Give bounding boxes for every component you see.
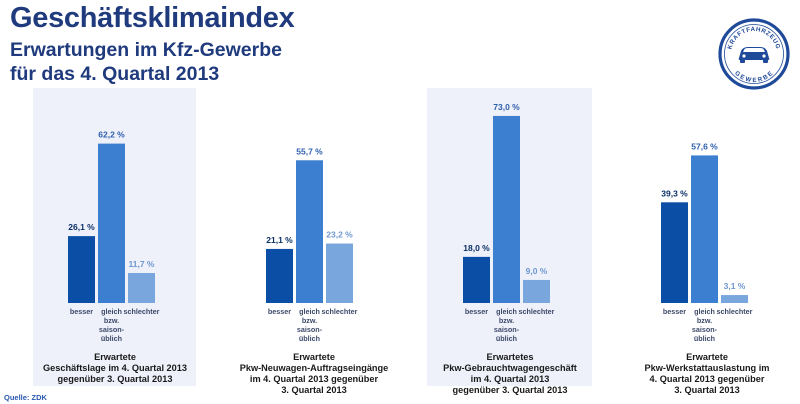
data-label: 23,2 % <box>326 230 353 240</box>
category-label: bzw. <box>499 316 514 325</box>
chart-subtitle-line1: Erwartungen im Kfz-Gewerbe <box>10 39 282 61</box>
data-label: 11,7 % <box>129 259 155 269</box>
category-label: bzw. <box>697 316 712 325</box>
caption-line: im 4. Quartal 2013 <box>470 374 550 384</box>
bar-1-gleich <box>98 143 125 303</box>
caption-line: Pkw-Neuwagen-Auftragseingänge <box>239 363 389 373</box>
group-caption-2: Erwartete Pkw-Neuwagen-Auftragseingänge … <box>219 352 409 396</box>
bar-2-gleich <box>296 160 323 303</box>
bar-1-schlechter <box>128 273 155 303</box>
data-label: 3,1 % <box>724 281 746 291</box>
data-label: 57,6 % <box>691 141 718 151</box>
data-label: 21,1 % <box>266 235 293 245</box>
kfz-gewerbe-logo: KRAFTFAHRZEUG GEWERBE <box>718 18 790 90</box>
bar-4-schlechter <box>721 295 748 303</box>
category-label: gleich <box>694 307 715 316</box>
group-caption-1: Erwartete Geschäftslage im 4. Quartal 20… <box>20 352 210 385</box>
caption-line: Pkw-Gebrauchtwagengeschäft <box>443 363 577 373</box>
data-label: 62,2 % <box>98 130 125 140</box>
category-label: gleich <box>496 307 517 316</box>
data-label: 26,1 % <box>68 222 95 232</box>
caption-line: gegenüber 3. Quartal 2013 <box>452 385 568 395</box>
bar-3-gleich <box>493 115 520 303</box>
data-label: 18,0 % <box>463 243 490 253</box>
category-label: saison- <box>494 325 520 334</box>
category-label: üblich <box>496 334 517 343</box>
category-label: besser <box>465 307 488 316</box>
category-label: gleich <box>299 307 320 316</box>
data-label: 73,0 % <box>493 102 520 112</box>
caption-line: Erwartete <box>293 352 335 362</box>
category-label: üblich <box>694 334 715 343</box>
chart-subtitle-line2: für das 4. Quartal 2013 <box>10 63 220 85</box>
category-label: saison- <box>99 325 125 334</box>
chart-title: Geschäftsklimaindex <box>10 2 295 34</box>
caption-line: gegenüber 3. Quartal 2013 <box>57 374 173 384</box>
category-label: gleich <box>101 307 122 316</box>
caption-line: Geschäftslage im 4. Quartal 2013 <box>42 363 187 373</box>
caption-line: Erwartetes <box>486 352 534 362</box>
bar-3-besser <box>463 256 490 303</box>
category-label: besser <box>663 307 686 316</box>
category-label: schlechter <box>717 307 753 316</box>
source-note: Quelle: ZDK <box>4 393 47 402</box>
caption-line: Erwartete <box>94 352 136 362</box>
category-label: schlechter <box>124 307 160 316</box>
group-caption-3: Erwartetes Pkw-Gebrauchtwagengeschäft im… <box>415 352 605 396</box>
category-label: besser <box>70 307 93 316</box>
data-label: 39,3 % <box>661 188 688 198</box>
category-label: saison- <box>297 325 323 334</box>
category-label: üblich <box>299 334 320 343</box>
category-label: besser <box>268 307 291 316</box>
data-label: 9,0 % <box>526 266 548 276</box>
category-label: bzw. <box>302 316 317 325</box>
caption-line: 3. Quartal 2013 <box>281 385 347 395</box>
caption-line: 3. Quartal 2013 <box>674 385 740 395</box>
category-label: schlechter <box>322 307 358 316</box>
caption-line: Erwartete <box>686 352 728 362</box>
car-icon <box>738 47 770 63</box>
caption-line: 4. Quartal 2013 gegenüber <box>649 374 765 384</box>
caption-line: im 4. Quartal 2013 gegenüber <box>249 374 379 384</box>
bar-4-besser <box>661 202 688 303</box>
category-label: saison- <box>692 325 718 334</box>
category-label: schlechter <box>519 307 555 316</box>
bar-1-besser <box>68 236 95 303</box>
bar-3-schlechter <box>523 279 550 303</box>
bar-4-gleich <box>691 155 718 303</box>
caption-line: Pkw-Werkstattauslastung im <box>644 363 770 373</box>
group-caption-4: Erwartete Pkw-Werkstattauslastung im 4. … <box>612 352 800 396</box>
bar-2-schlechter <box>326 243 353 303</box>
category-label: üblich <box>101 334 122 343</box>
data-label: 55,7 % <box>296 146 323 156</box>
bar-2-besser <box>266 248 293 303</box>
category-label: bzw. <box>104 316 119 325</box>
